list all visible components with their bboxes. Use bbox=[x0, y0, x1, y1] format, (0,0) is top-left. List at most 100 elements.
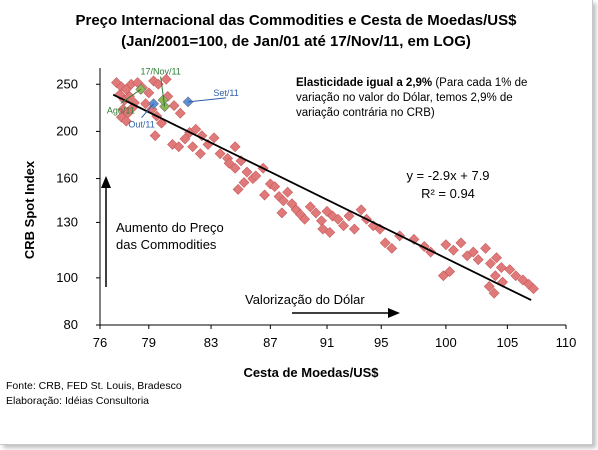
data-point bbox=[324, 226, 336, 238]
y-tick-label: 80 bbox=[64, 317, 78, 332]
up-arrow-icon bbox=[101, 176, 111, 188]
data-point bbox=[310, 207, 322, 219]
callout-label: Out/11 bbox=[128, 120, 154, 130]
data-point bbox=[149, 130, 161, 142]
data-point bbox=[304, 201, 316, 213]
data-point bbox=[440, 239, 452, 251]
data-point bbox=[250, 170, 262, 182]
data-point bbox=[238, 177, 250, 188]
x-tick-label: 110 bbox=[556, 335, 577, 350]
elasticity-text: (Para cada 1% de bbox=[432, 77, 527, 89]
data-point bbox=[495, 262, 507, 273]
data-point bbox=[510, 270, 522, 282]
data-point bbox=[488, 287, 500, 299]
up-label-line-2: das Commodities bbox=[116, 237, 217, 252]
source-note: Fonte: CRB, FED St. Louis, Bradesco bbox=[6, 380, 182, 392]
elasticity-bold: Elasticidade igual a 2,9% bbox=[296, 77, 432, 89]
y-tick-label: 130 bbox=[56, 214, 78, 229]
data-point bbox=[489, 270, 501, 282]
data-point bbox=[179, 133, 191, 145]
data-point bbox=[491, 252, 502, 264]
data-point bbox=[196, 130, 208, 142]
data-point bbox=[480, 242, 492, 254]
callouts: 17/Nov/11 Set/11 Ago/11 Out/11 bbox=[107, 67, 239, 130]
callout-leader bbox=[160, 76, 166, 107]
chart-canvas: Preço Internacional das Commodities e Ce… bbox=[6, 12, 576, 407]
right-label: Valorização do Dólar bbox=[245, 292, 365, 307]
data-point bbox=[343, 210, 355, 222]
data-point bbox=[282, 186, 294, 198]
data-point bbox=[338, 220, 349, 232]
data-point bbox=[437, 270, 449, 282]
callout-label: Set/11 bbox=[213, 88, 238, 98]
trend-r2: R² = 0.94 bbox=[421, 186, 475, 201]
y-axis-label: CRB Spot Index bbox=[22, 160, 37, 259]
data-point bbox=[214, 148, 226, 160]
x-tick-label: 76 bbox=[93, 335, 107, 350]
data-point bbox=[447, 244, 459, 256]
data-point bbox=[483, 281, 495, 292]
y-ticks: 80 100 130 160 200 250 bbox=[56, 76, 100, 332]
x-tick-label: 79 bbox=[142, 335, 156, 350]
data-point bbox=[299, 213, 311, 225]
x-tick-label: 87 bbox=[263, 335, 277, 350]
elasticity-line-2: variação no valor do Dólar, temos 2,9% d… bbox=[296, 92, 513, 104]
data-point bbox=[379, 237, 391, 249]
chart-title-line-1: Preço Internacional das Commodities e Ce… bbox=[76, 12, 518, 29]
data-point bbox=[444, 266, 456, 278]
data-point bbox=[229, 162, 241, 174]
y-tick-label: 160 bbox=[56, 171, 78, 186]
x-tick-label: 105 bbox=[497, 335, 519, 350]
data-point bbox=[208, 132, 220, 144]
data-point bbox=[143, 87, 155, 99]
data-point bbox=[140, 98, 152, 110]
x-tick-label: 83 bbox=[204, 335, 218, 350]
data-point bbox=[223, 157, 235, 169]
callout-label: Ago/11 bbox=[107, 105, 135, 115]
dollar-annotation: Valorização do Dólar bbox=[245, 292, 400, 318]
data-point bbox=[269, 181, 281, 193]
y-tick-label: 200 bbox=[56, 123, 78, 138]
author-note: Elaboração: Idéias Consultoria bbox=[6, 395, 149, 407]
data-point bbox=[332, 213, 344, 225]
data-point bbox=[187, 141, 199, 153]
up-label-line-1: Aumento do Preço bbox=[116, 220, 224, 235]
x-ticks: 76 79 83 87 91 95 100 105 110 bbox=[93, 325, 577, 350]
data-point bbox=[316, 215, 327, 227]
highlight-point bbox=[157, 94, 169, 106]
data-point bbox=[168, 100, 180, 112]
data-point bbox=[504, 264, 516, 275]
callout-label: 17/Nov/11 bbox=[140, 67, 180, 77]
y-tick-label: 100 bbox=[56, 270, 78, 285]
data-point bbox=[355, 204, 367, 216]
trend-equation: y = -2.9x + 7.9 bbox=[406, 168, 489, 183]
elasticity-line-1: Elasticidade igual a 2,9% (Para cada 1% … bbox=[296, 77, 527, 89]
data-point bbox=[348, 223, 360, 235]
data-point bbox=[528, 283, 539, 295]
y-tick-label: 250 bbox=[56, 76, 78, 91]
data-point bbox=[386, 242, 398, 254]
data-point bbox=[160, 73, 172, 85]
chart-title-line-2: (Jan/2001=100, de Jan/01 até 17/Nov/11, … bbox=[121, 33, 471, 50]
right-arrow-icon bbox=[388, 308, 400, 318]
x-tick-label: 100 bbox=[435, 335, 457, 350]
data-point bbox=[485, 258, 496, 269]
data-point bbox=[472, 254, 484, 266]
callout-leader bbox=[141, 103, 154, 119]
data-point bbox=[229, 141, 241, 153]
callout-leader bbox=[188, 97, 227, 103]
data-point bbox=[194, 148, 206, 160]
data-point bbox=[173, 141, 185, 153]
x-tick-label: 91 bbox=[320, 335, 334, 350]
elasticity-line-3: variação contrária no CRB) bbox=[296, 107, 435, 119]
data-point bbox=[120, 115, 132, 127]
data-point bbox=[174, 107, 186, 119]
x-tick-label: 95 bbox=[374, 335, 388, 350]
elasticity-annotation: Elasticidade igual a 2,9% (Para cada 1% … bbox=[296, 77, 527, 119]
data-point bbox=[241, 166, 253, 178]
callout-leader bbox=[120, 88, 142, 104]
data-point bbox=[455, 237, 467, 249]
x-axis-label: Cesta de Moedas/US$ bbox=[243, 365, 379, 380]
